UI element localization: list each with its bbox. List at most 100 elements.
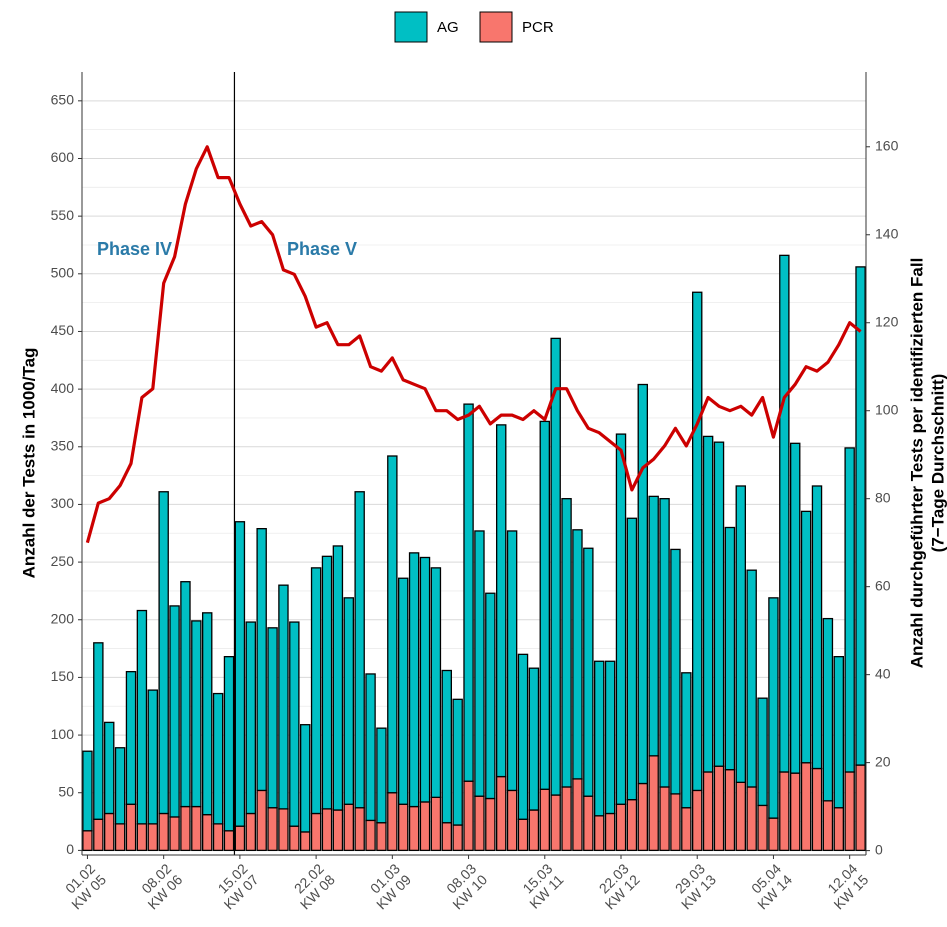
bar-segment <box>561 786 572 852</box>
bar-segment <box>332 809 344 852</box>
bar-segment <box>539 788 551 852</box>
bar-segment <box>299 831 311 852</box>
bar-segment <box>550 337 561 796</box>
bar-segment <box>180 805 191 852</box>
bar-segment <box>833 807 845 852</box>
bar-segment <box>289 825 300 852</box>
bar-segment <box>408 805 420 852</box>
bar-segment <box>310 567 322 815</box>
bar-segment <box>452 698 463 826</box>
bar-segment <box>746 786 757 852</box>
bar-segment <box>452 824 463 852</box>
bar-segment <box>267 807 278 852</box>
y2-tick-label: 100 <box>875 401 899 417</box>
y2-tick-label: 120 <box>875 313 899 329</box>
bar-segment <box>321 808 333 852</box>
y-tick-label: 300 <box>51 495 75 511</box>
bar-segment <box>495 775 507 852</box>
bar-segment <box>212 823 224 852</box>
bar-segment <box>659 786 670 852</box>
bar-segment <box>343 597 355 805</box>
bar-segment <box>844 771 855 852</box>
bar-segment <box>114 823 126 852</box>
bar-segment <box>376 822 387 852</box>
bar-segment <box>779 771 790 852</box>
y-tick-label: 100 <box>51 726 75 742</box>
bar-segment <box>463 780 474 852</box>
y-tick-label: 550 <box>51 207 75 223</box>
bar-segment <box>637 383 649 785</box>
bar-segment <box>191 620 202 808</box>
legend-swatch <box>479 11 513 43</box>
bar-segment <box>125 670 137 805</box>
bar-segment <box>93 818 104 852</box>
bar-segment <box>223 656 235 832</box>
y-axis-title: Anzahl der Tests in 1000/Tag <box>19 348 38 579</box>
bar-segment <box>256 789 267 852</box>
bar-segment <box>321 555 333 810</box>
bar-segment <box>528 667 540 811</box>
bar-segment <box>735 781 747 852</box>
bar-segment <box>136 609 148 825</box>
bar-segment <box>583 795 594 852</box>
bar-segment <box>789 772 801 852</box>
bar-segment <box>82 750 93 832</box>
bar-segment <box>125 803 137 852</box>
bar-segment <box>593 815 605 852</box>
y-tick-label: 400 <box>51 380 75 396</box>
y2-tick-label: 160 <box>875 137 899 153</box>
bar-segment <box>735 485 747 784</box>
y-tick-label: 50 <box>58 783 74 799</box>
bar-segment <box>474 795 485 852</box>
bar-segment <box>463 403 474 782</box>
bar-segment <box>702 435 714 773</box>
bar-segment <box>713 765 725 852</box>
bar-segment <box>572 778 583 852</box>
bar-segment <box>768 597 779 819</box>
bar-segment <box>376 727 387 824</box>
bar-segment <box>779 254 790 773</box>
legend-label: AG <box>437 19 459 36</box>
bar-segment <box>201 612 213 816</box>
bar-segment <box>615 433 627 805</box>
bar-segment <box>550 794 561 852</box>
bar-segment <box>201 813 213 852</box>
bar-segment <box>746 569 757 788</box>
bar-segment <box>354 491 365 809</box>
y-tick-label: 350 <box>51 437 75 453</box>
bar-segment <box>506 789 518 852</box>
bar-segment <box>136 823 148 852</box>
bar-segment <box>648 755 659 852</box>
bar-segment <box>528 809 540 852</box>
bar-segment <box>757 804 768 852</box>
bar-segment <box>626 798 638 852</box>
bar-segment <box>811 767 823 852</box>
bar-segment <box>212 692 224 825</box>
bar-segment <box>93 642 104 820</box>
bar-segment <box>485 797 496 852</box>
bar-segment <box>180 581 191 808</box>
bar-segment <box>267 627 278 809</box>
bar-segment <box>169 816 180 852</box>
bar-segment <box>822 800 834 852</box>
bar-segment <box>724 526 736 771</box>
bar-segment <box>855 764 866 852</box>
bar-segment <box>691 789 703 852</box>
bar-segment <box>713 441 725 767</box>
bar-segment <box>419 801 431 852</box>
bar-segment <box>800 762 812 852</box>
bar-segment <box>583 547 594 797</box>
bar-segment <box>234 521 246 827</box>
y2-axis-title: Anzahl durchgeführter Tests per identifi… <box>907 258 926 669</box>
y2-tick-label: 60 <box>875 577 891 593</box>
bar-segment <box>800 510 812 764</box>
bar-segment <box>310 812 322 852</box>
bar-segment <box>234 825 246 852</box>
bar-segment <box>702 771 714 852</box>
bar-segment <box>789 442 801 774</box>
bar-segment <box>604 812 616 852</box>
bar-segment <box>506 530 518 792</box>
bar-segment <box>365 819 376 852</box>
bar-segment <box>517 818 529 852</box>
bar-segment <box>637 782 649 852</box>
